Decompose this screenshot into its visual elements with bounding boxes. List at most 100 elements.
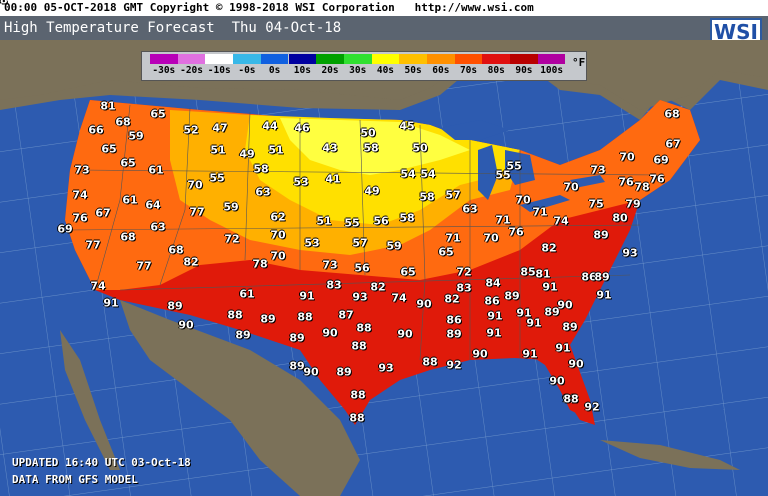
temperature-label: 54 [420,167,436,181]
temperature-label: 62 [270,210,286,224]
legend-unit: °F [572,56,586,69]
temperature-label: 87 [338,308,354,322]
temperature-label: 73 [590,163,606,177]
temperature-label: 66 [88,123,104,137]
temperature-label: 90 [568,357,584,371]
temperature-label: 61 [148,163,164,177]
legend-swatch [343,54,372,64]
temperature-label: 91 [596,288,612,302]
florida [530,345,595,425]
temperature-label: 57 [445,188,461,202]
legend-label: 0s [268,65,281,76]
temperature-label: 91 [542,280,558,294]
temperature-label: 67 [95,206,111,220]
temperature-label: 68 [120,230,136,244]
lake-ontario [570,175,605,188]
lake-michigan [478,145,498,200]
temperature-label: 91 [299,289,315,303]
temperature-label: 77 [85,238,101,252]
temperature-label: 59 [128,129,144,143]
temperature-label: 75 [588,197,604,211]
temperature-label: 88 [563,392,579,406]
temperature-label: 90 [549,374,565,388]
temperature-label: 58 [253,162,269,176]
temperature-label: 55 [344,216,360,230]
legend-label: 20s [321,65,339,76]
temperature-label: 88 [227,308,243,322]
legend-label: 30s [349,65,367,76]
temperature-label: 63 [150,220,166,234]
temperature-label: 72 [224,232,240,246]
temperature-label: 90 [178,318,194,332]
temperature-label: 51 [210,143,226,157]
temperature-label: 68 [664,107,680,121]
baja-land [60,330,120,470]
temperature-label: 72 [456,265,472,279]
temperature-label: 56 [354,261,370,275]
temperature-label: 61 [122,193,138,207]
temperature-label: 91 [555,341,571,355]
legend-swatch [177,54,206,64]
temperature-label: 93 [378,361,394,375]
temperature-label: 89 [446,327,462,341]
cuba-land [600,440,740,470]
temperature-label: 89 [562,320,578,334]
legend-label: 40s [376,65,395,76]
temperature-label: 41 [325,172,341,186]
temperature-label: 89 [167,299,183,313]
temperature-label: 65 [400,265,416,279]
legend-swatch [371,54,400,64]
legend-label: -20s [180,65,203,76]
temperature-label: 88 [422,355,438,369]
state-borders [69,104,661,361]
temperature-label: 89 [504,289,520,303]
legend-label: 60s [432,65,450,76]
legend-swatch [454,54,483,64]
temperature-label: 73 [322,258,338,272]
temperature-label: 83 [456,281,472,295]
us-temp-40s [280,118,470,175]
temperature-label: 53 [304,236,320,250]
temperature-label: 86 [446,313,462,327]
temperature-label: 53 [293,175,309,189]
temperature-label: 90 [557,298,573,312]
temperature-label: 90 [472,347,488,361]
temperature-label: 93 [352,290,368,304]
temperature-label: 89 [336,365,352,379]
temperature-label: 63 [462,202,478,216]
temperature-label: 70 [270,249,286,263]
temperature-label: 89 [593,228,609,242]
temperature-label: 49 [364,184,380,198]
temperature-label: 63 [255,185,271,199]
temperature-label: 58 [399,211,415,225]
legend-label: -0s [238,65,256,76]
temperature-label: 44 [262,119,278,133]
temperature-label: 90 [397,327,413,341]
temperature-label: 86 [484,294,500,308]
temperature-label: 91 [526,316,542,330]
mexico-land [120,300,360,496]
temperature-label: 50 [360,126,376,140]
lake-erie [520,195,570,212]
temperature-label: 85 [520,265,536,279]
temperature-label: 59 [223,200,239,214]
temperature-label: 78 [634,180,650,194]
temperature-label: 92 [446,358,462,372]
legend-swatch [233,54,261,64]
temperature-label: 70 [563,180,579,194]
temperature-label: 68 [168,243,184,257]
temperature-label: 43 [322,141,338,155]
legend-swatch [537,54,566,64]
legend-label: -10s [207,65,231,76]
temperature-label: 82 [183,255,199,269]
temperature-label: 65 [150,107,166,121]
temperature-label: 91 [522,347,538,361]
temperature-label: 90 [416,297,432,311]
temperature-label: 81 [535,267,551,281]
temperature-label: 76 [618,175,634,189]
temperature-label: 90 [303,365,319,379]
temperature-label: 57 [352,236,368,250]
temperature-label: 89 [289,331,305,345]
temperature-label: 74 [391,291,407,305]
